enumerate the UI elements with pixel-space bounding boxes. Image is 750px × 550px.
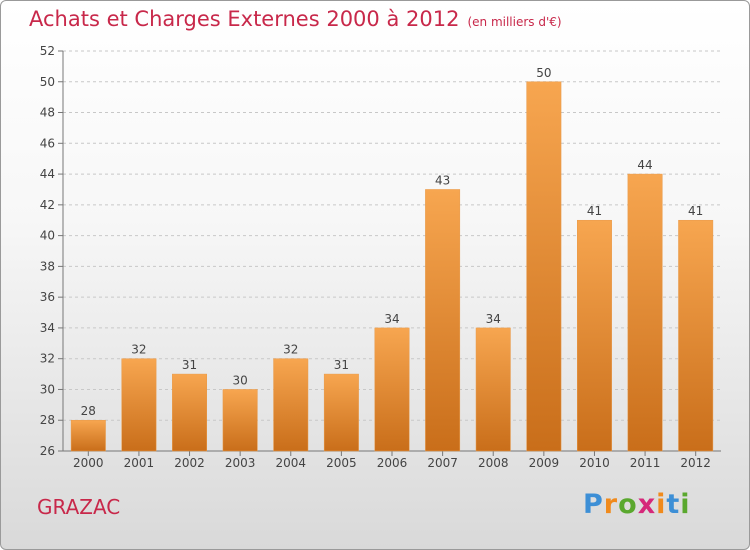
bar	[172, 373, 207, 452]
data-label: 34	[486, 312, 501, 326]
bar	[678, 219, 714, 452]
bars	[70, 81, 714, 452]
place-name: GRAZAC	[37, 495, 121, 519]
y-tick-label: 48	[40, 106, 55, 120]
y-tick-label: 34	[40, 321, 55, 335]
data-label: 31	[334, 358, 349, 372]
y-tick-label: 46	[40, 136, 55, 150]
x-tick-label: 2011	[630, 456, 661, 470]
y-tick-label: 30	[40, 382, 55, 396]
proxiti-logo: Proxiti	[583, 489, 691, 520]
y-tick-label: 40	[40, 229, 55, 243]
logo-letter: o	[618, 489, 638, 520]
x-tick-label: 2009	[529, 456, 560, 470]
bar	[323, 373, 359, 452]
logo-letter: i	[680, 489, 691, 520]
y-tick-label: 32	[40, 352, 55, 366]
unit-label: (en milliers d'€)	[467, 15, 562, 29]
logo-letter: t	[666, 489, 681, 520]
y-tick-label: 28	[40, 413, 55, 427]
data-label: 28	[81, 404, 96, 418]
data-label: 41	[587, 204, 602, 218]
x-tick-label: 2012	[680, 456, 711, 470]
data-label: 31	[182, 358, 197, 372]
bar	[526, 81, 562, 452]
logo-letter: P	[583, 489, 604, 520]
x-tick-label: 2006	[377, 456, 408, 470]
x-tick-label: 2004	[275, 456, 306, 470]
logo-letter: r	[603, 489, 619, 520]
data-labels: 28 32 31 30 32 31 34 43 34 50 41 44 41	[81, 66, 704, 418]
y-tick-label: 36	[40, 290, 55, 304]
bar	[70, 419, 106, 452]
x-tick-label: 2008	[478, 456, 509, 470]
y-tick-label: 42	[40, 198, 55, 212]
bar	[374, 327, 410, 452]
bar	[577, 219, 612, 452]
data-label: 30	[233, 373, 248, 387]
data-label: 44	[637, 158, 652, 172]
x-tick-label: 2010	[579, 456, 610, 470]
bar	[222, 389, 258, 452]
y-tick-label: 38	[40, 259, 55, 273]
bar	[627, 173, 663, 452]
data-label: 34	[384, 312, 399, 326]
logo-letter: x	[637, 489, 657, 520]
axes: 26 28 30 32 34 36 38 40 42 44 46 48 50 52 2000 2001 2002…	[40, 44, 721, 470]
y-tick-label: 26	[40, 444, 55, 458]
data-label: 32	[283, 343, 298, 357]
y-tick-label: 44	[40, 167, 55, 181]
x-tick-label: 2000	[73, 456, 104, 470]
x-tick-label: 2003	[225, 456, 256, 470]
data-label: 43	[435, 173, 450, 187]
bar	[273, 358, 309, 452]
logo-letter: i	[656, 489, 667, 520]
bar	[425, 189, 461, 452]
x-tick-label: 2007	[427, 456, 458, 470]
data-label: 41	[688, 204, 703, 218]
title-text: Achats et Charges Externes 2000 à 2012	[29, 7, 460, 31]
x-tick-label: 2005	[326, 456, 357, 470]
data-label: 50	[536, 66, 551, 80]
bar	[121, 358, 157, 452]
data-label: 32	[131, 343, 146, 357]
y-tick-label: 50	[40, 75, 55, 89]
x-tick-label: 2001	[124, 456, 155, 470]
chart-title: Achats et Charges Externes 2000 à 2012 (e…	[29, 7, 562, 31]
y-tick-label: 52	[40, 44, 55, 58]
bar	[475, 327, 511, 452]
x-tick-label: 2002	[174, 456, 205, 470]
